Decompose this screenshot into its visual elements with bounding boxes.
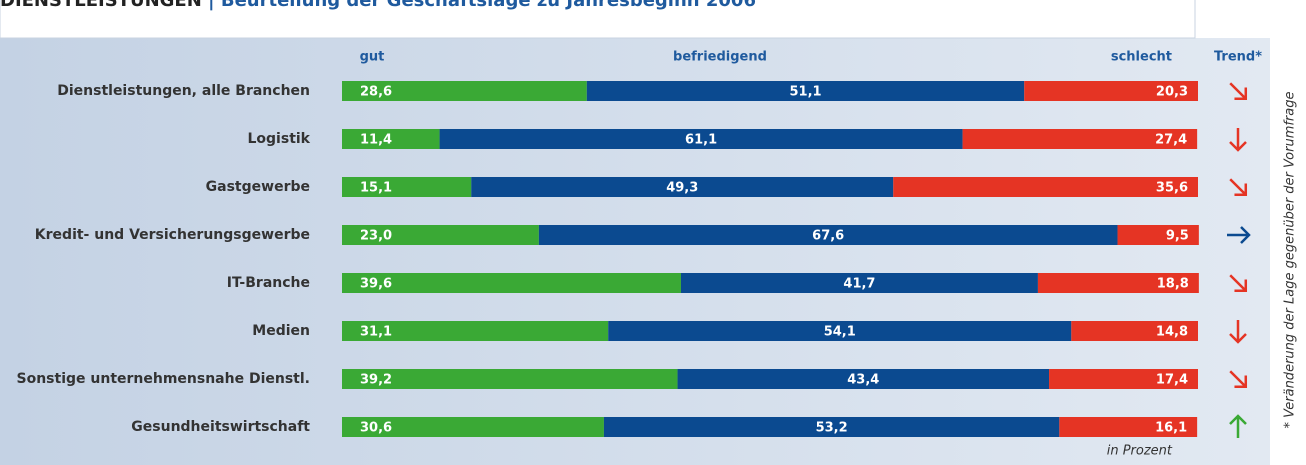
value-label: 41,7	[843, 277, 875, 292]
value-label: 43,4	[847, 373, 879, 388]
arrow-shape	[1229, 274, 1248, 293]
bar-segment	[1117, 225, 1199, 245]
category-label: Sonstige unternehmensnahe Dienstl.	[17, 371, 311, 387]
value-label: 27,4	[1155, 133, 1187, 148]
bar-segment	[962, 129, 1198, 149]
value-label: 39,6	[360, 277, 392, 292]
value-label: 35,6	[1156, 181, 1188, 196]
value-label: 61,1	[685, 133, 717, 148]
title-box	[0, 0, 1196, 39]
unit-note: in Prozent	[1107, 444, 1173, 459]
bar-segment	[586, 81, 1025, 101]
arrow-shape	[1227, 226, 1251, 244]
category-label: Kredit- und Versicherungsgewerbe	[35, 227, 310, 243]
chart-title: DIENSTLEISTUNGEN | Beurteilung der Gesch…	[0, 0, 756, 11]
category-label: Logistik	[248, 131, 311, 147]
arrow-shape	[1229, 414, 1247, 438]
value-label: 49,3	[666, 181, 698, 196]
value-label: 67,6	[812, 229, 844, 244]
bar-segment	[342, 273, 681, 293]
bar-segment	[342, 417, 604, 437]
trend-arrow	[1229, 128, 1247, 152]
arrow-shape	[1229, 370, 1248, 389]
bar-segment	[893, 177, 1198, 197]
value-label: 11,4	[360, 133, 392, 148]
value-label: 15,1	[360, 181, 392, 196]
arrow-shape	[1229, 128, 1247, 152]
series-header: befriedigend	[673, 50, 767, 65]
bar-segment	[342, 129, 440, 149]
bar-segment	[342, 369, 678, 389]
value-label: 54,1	[824, 325, 856, 340]
bar-segment	[342, 225, 539, 245]
series-header: gut	[360, 50, 385, 65]
value-label: 30,6	[360, 421, 392, 436]
value-label: 16,1	[1155, 421, 1187, 436]
value-label: 14,8	[1156, 325, 1188, 340]
bar-segment	[1071, 321, 1198, 341]
bar-segment	[538, 225, 1118, 245]
bar-segment	[1049, 369, 1198, 389]
bar-segment	[677, 369, 1050, 389]
value-label: 53,2	[816, 421, 848, 436]
trend-arrow	[1229, 274, 1248, 293]
arrow-shape	[1229, 320, 1247, 344]
value-label: 39,2	[360, 373, 392, 388]
bar-segment	[439, 129, 963, 149]
value-label: 9,5	[1166, 229, 1189, 244]
trend-arrow	[1229, 320, 1247, 344]
series-header: schlecht	[1111, 50, 1172, 65]
trend-arrow	[1229, 370, 1248, 389]
value-label: 51,1	[789, 85, 821, 100]
value-label: 28,6	[360, 85, 392, 100]
bar-segment	[342, 81, 587, 101]
trend-arrow	[1229, 178, 1248, 197]
sep: |	[202, 0, 221, 11]
bar-segment	[471, 177, 894, 197]
arrow-shape	[1229, 82, 1248, 101]
bar-segment	[1024, 81, 1198, 101]
bar-segment	[342, 321, 609, 341]
category-label: IT-Branche	[227, 275, 310, 291]
value-label: 31,1	[360, 325, 392, 340]
trend-header: Trend*	[1214, 50, 1262, 65]
bar-segment	[680, 273, 1038, 293]
value-label: 17,4	[1156, 373, 1188, 388]
bar-segment	[1059, 417, 1198, 437]
category-label: Gesundheitswirtschaft	[131, 419, 310, 435]
value-label: 18,8	[1157, 277, 1189, 292]
category-label: Dienstleistungen, alle Branchen	[57, 83, 310, 99]
trend-arrow	[1229, 414, 1247, 438]
panel	[0, 38, 1270, 465]
bar-segment	[603, 417, 1060, 437]
category-label: Gastgewerbe	[206, 179, 310, 195]
trend-arrow	[1227, 226, 1251, 244]
arrow-shape	[1229, 178, 1248, 197]
title-main: DIENSTLEISTUNGEN	[0, 0, 202, 11]
bar-segment	[1037, 273, 1199, 293]
bar-segment	[342, 177, 472, 197]
value-label: 23,0	[360, 229, 392, 244]
category-label: Medien	[252, 323, 310, 339]
value-label: 20,3	[1156, 85, 1188, 100]
bar-segment	[608, 321, 1072, 341]
subtitle: Beurteilung der Geschäftslage zu Jahresb…	[221, 0, 756, 11]
footnote: * Veränderung der Lage gegenüber der Vor…	[1283, 92, 1298, 429]
trend-arrow	[1229, 82, 1248, 101]
